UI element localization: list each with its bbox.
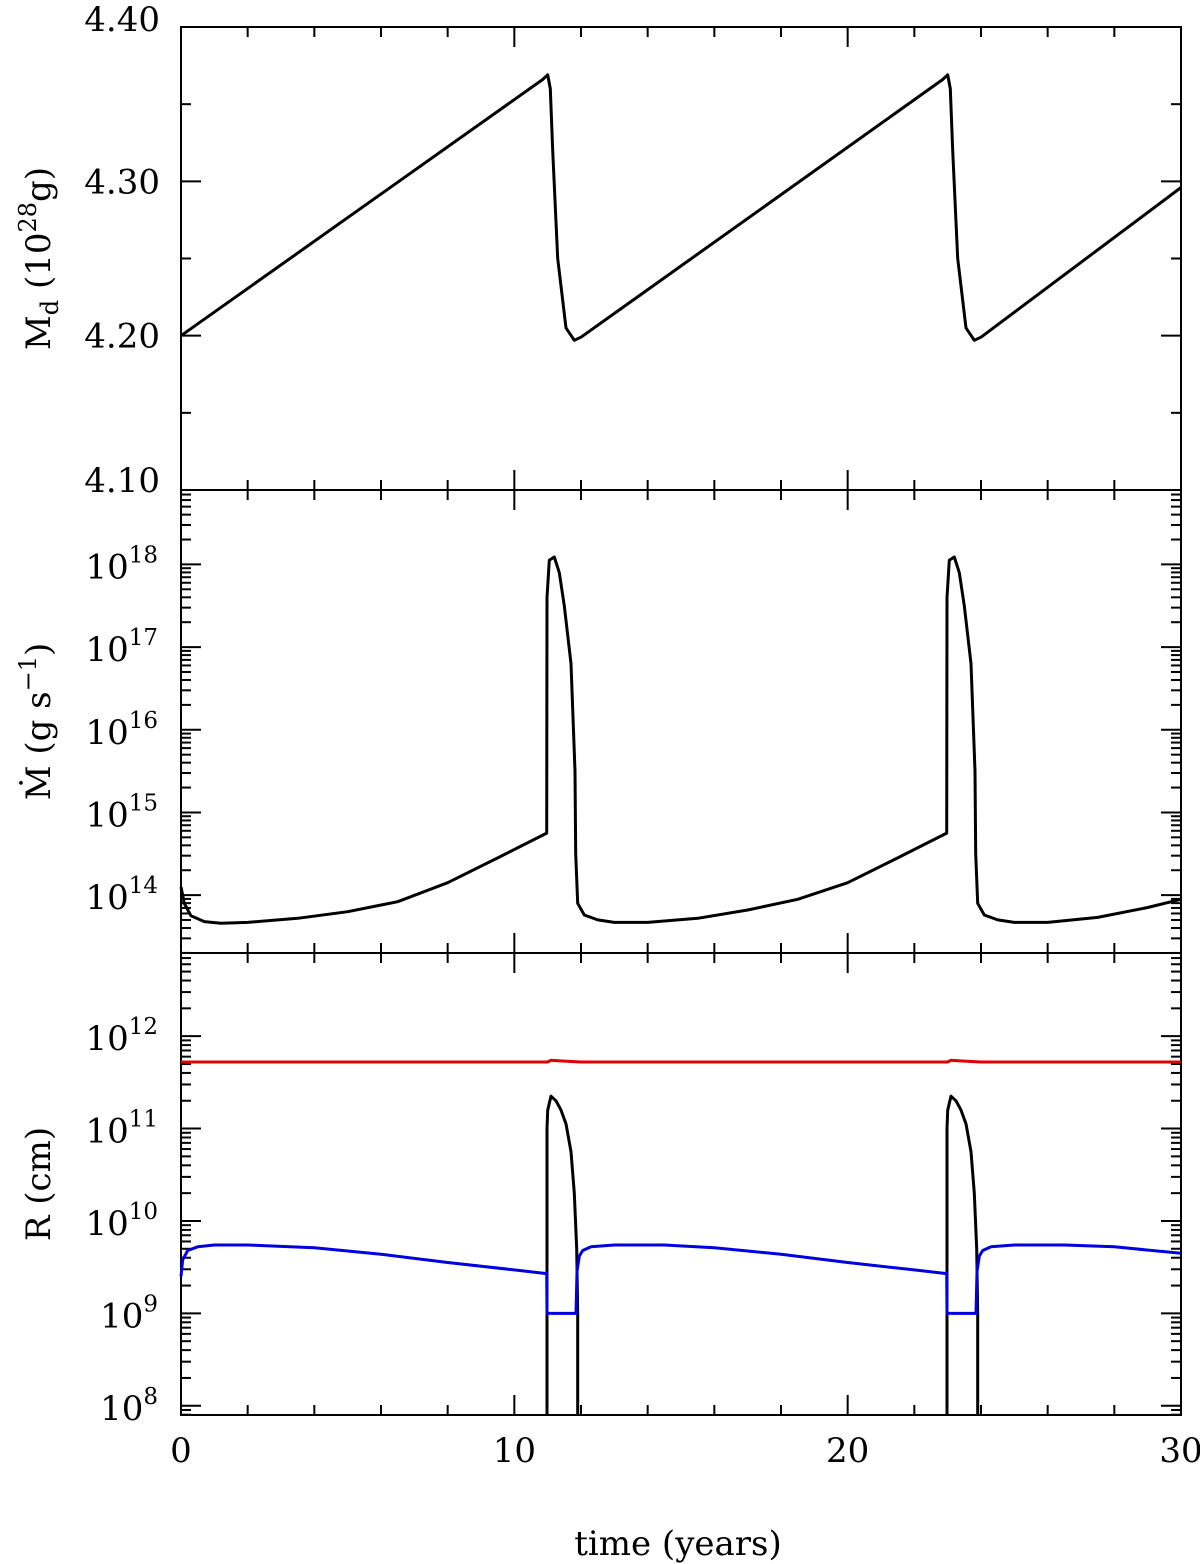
panel-middle: 1014 1015 1016 1017 1018 Ṁ (g s−1)	[14, 489, 1182, 954]
x-tick-labels: 0 10 20 30	[170, 1431, 1200, 1471]
y-axis-label: Md (1028g)	[14, 167, 64, 350]
y-tick-label: 108	[100, 1384, 158, 1429]
y-axis-label: Ṁ (g s−1)	[14, 643, 59, 801]
panel-top: 4.10 4.20 4.30 4.40 Md (1028g)	[14, 0, 1182, 501]
y-tick-label: 1017	[85, 625, 158, 670]
panel-frame	[180, 26, 1182, 491]
y-tick-label: 1015	[85, 790, 158, 835]
series-line	[181, 1058, 1181, 1064]
panel-frame	[180, 952, 1182, 1416]
x-tick-label: 20	[826, 1431, 869, 1471]
series-line	[945, 1094, 980, 1415]
y-axis-label: R (cm)	[19, 1127, 59, 1241]
y-tick-label: 1012	[85, 1014, 158, 1059]
y-tick-label: 4.30	[84, 162, 160, 202]
y-tick-label: 4.10	[84, 461, 160, 501]
x-tick-label: 10	[493, 1431, 536, 1471]
series-line	[180, 73, 1182, 342]
series-line	[179, 555, 1182, 925]
x-tick-label: 30	[1159, 1431, 1200, 1471]
x-tick-label: 0	[170, 1431, 192, 1471]
y-tick-label: 1018	[85, 542, 158, 587]
y-tick-label: 4.40	[84, 0, 160, 40]
series-line	[545, 1094, 580, 1415]
y-tick-label: 1016	[85, 708, 158, 753]
y-tick-label: 109	[100, 1291, 158, 1336]
panel-bottom: 108 109 1010 1011 1012 R (cm)	[19, 952, 1182, 1429]
y-tick-label: 1014	[85, 873, 158, 918]
series-line	[179, 1243, 1182, 1315]
panel-frame	[180, 489, 1182, 954]
x-axis-label: time (years)	[574, 1524, 782, 1564]
y-tick-label: 1010	[85, 1199, 158, 1244]
y-tick-label: 4.20	[84, 317, 160, 357]
y-tick-label: 1011	[85, 1107, 158, 1152]
